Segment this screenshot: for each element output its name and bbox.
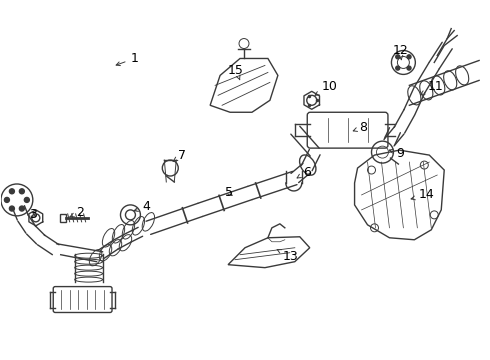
Text: 1: 1: [116, 52, 138, 66]
Circle shape: [24, 197, 29, 202]
Circle shape: [4, 197, 9, 202]
Circle shape: [407, 66, 411, 70]
Text: 9: 9: [389, 147, 404, 159]
Circle shape: [9, 206, 14, 211]
Text: 11: 11: [421, 80, 443, 94]
Text: 14: 14: [411, 188, 434, 202]
Text: 15: 15: [228, 64, 244, 80]
Text: 13: 13: [277, 249, 298, 263]
Text: 5: 5: [225, 186, 233, 199]
Circle shape: [20, 189, 25, 194]
Circle shape: [396, 66, 400, 70]
Text: 4: 4: [134, 201, 150, 213]
Text: 2: 2: [70, 206, 83, 219]
Circle shape: [20, 206, 25, 211]
Circle shape: [9, 189, 14, 194]
Text: 6: 6: [297, 166, 311, 179]
Text: 8: 8: [353, 121, 368, 134]
Circle shape: [407, 55, 411, 59]
Text: 7: 7: [173, 149, 186, 162]
Text: 3: 3: [29, 208, 37, 221]
Text: 10: 10: [315, 80, 338, 95]
Circle shape: [396, 55, 400, 59]
Text: 12: 12: [392, 44, 408, 60]
